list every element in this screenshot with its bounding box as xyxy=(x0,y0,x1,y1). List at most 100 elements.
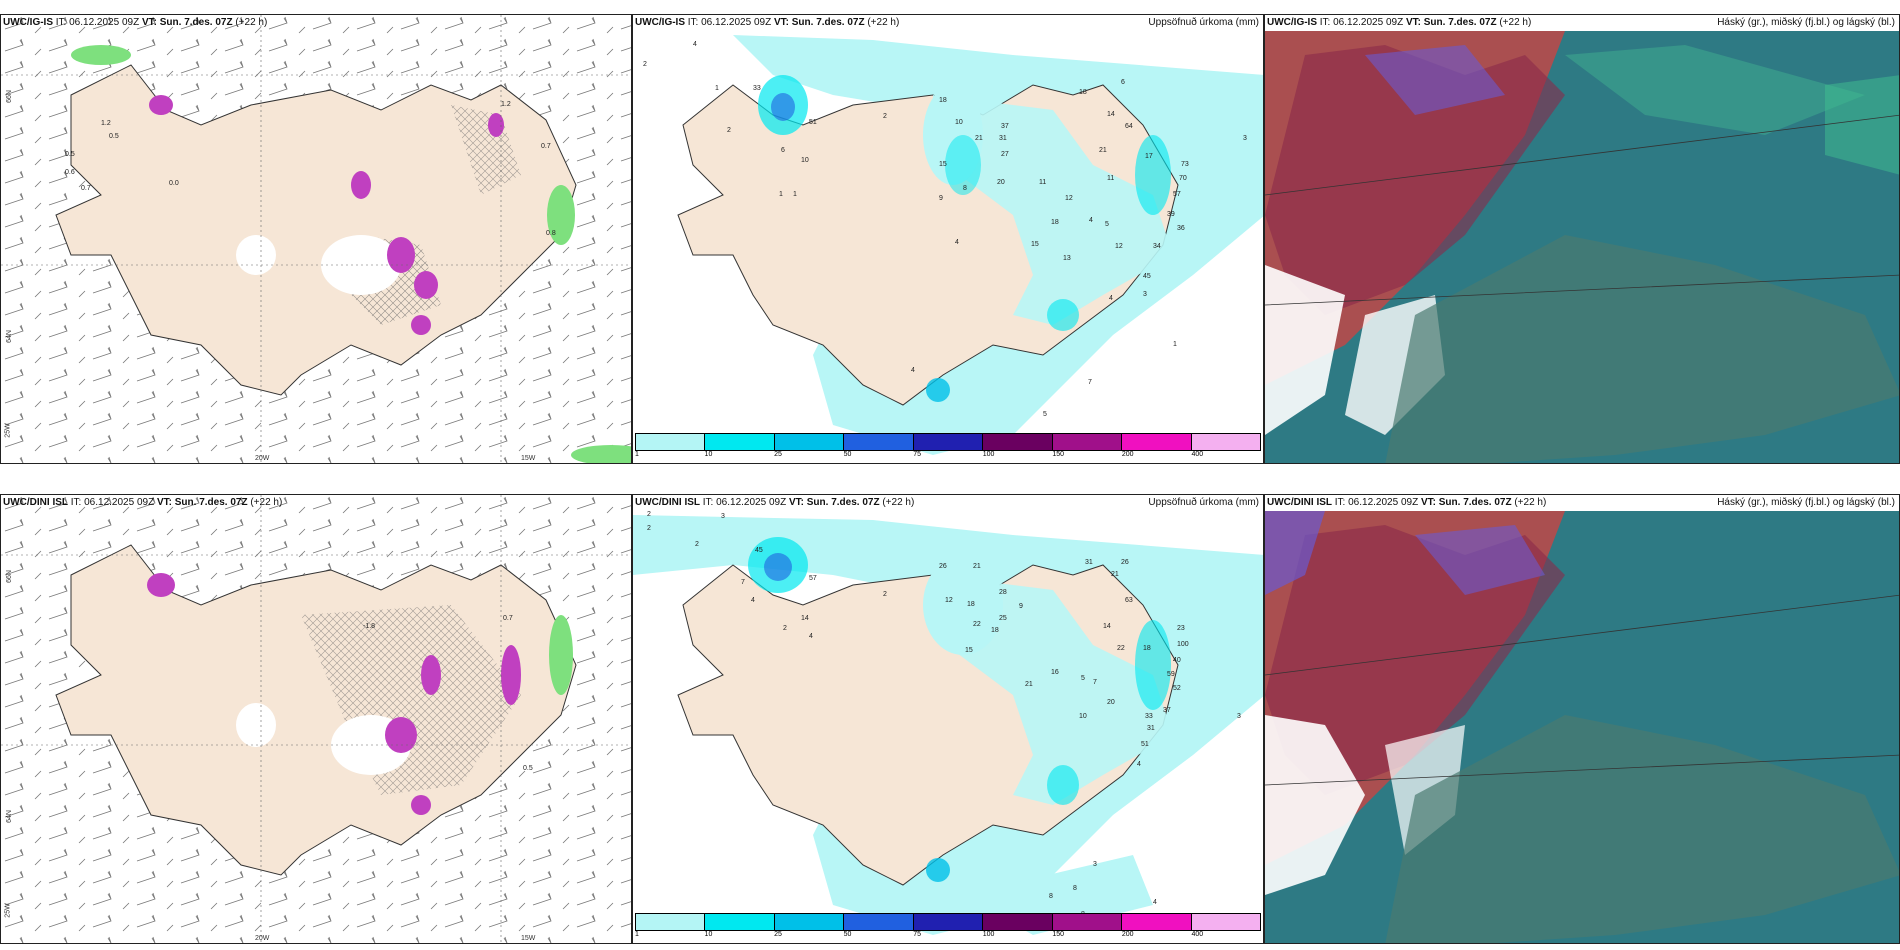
precip-label: 45 xyxy=(1143,273,1151,280)
precipitation-map xyxy=(633,515,1263,935)
precip-label: 21 xyxy=(1025,681,1033,688)
precip-label: 4 xyxy=(809,633,813,640)
legend-swatch xyxy=(844,914,914,930)
temp-label: 0.8 xyxy=(546,230,556,237)
precip-label: 3 xyxy=(1243,135,1247,142)
precip-label: 14 xyxy=(1107,111,1115,118)
precip-label: 4 xyxy=(751,597,755,604)
precip-label: 37 xyxy=(1001,123,1009,130)
legend-tick-label: 400 xyxy=(1191,451,1204,458)
precip-label: 51 xyxy=(1141,741,1149,748)
precip-label: 63 xyxy=(1125,597,1133,604)
precip-label: 8 xyxy=(1049,893,1053,900)
precip-legend: 1 10 25 50 75 100 150 200 400 xyxy=(635,433,1261,458)
panel-header: UWC/DINI ISL IT: 06.12.2025 09Z VT: Sun.… xyxy=(635,497,915,508)
precip-label: 39 xyxy=(1167,211,1175,218)
precip-label: 13 xyxy=(1063,255,1071,262)
precip-label: 40 xyxy=(1173,657,1181,664)
legend-swatch xyxy=(1052,434,1123,450)
panel-header: UWC/DINI ISL IT: 06.12.2025 09Z VT: Sun.… xyxy=(1267,497,1547,508)
panel-row1-temp: UWC/IG-IS IT: 06.12.2025 09Z VT: Sun. 7.… xyxy=(0,14,632,464)
precip-label: 9 xyxy=(1019,603,1023,610)
legend-tick-label: 200 xyxy=(1121,931,1134,938)
precip-label: 21 xyxy=(975,135,983,142)
precip-label: 23 xyxy=(1177,625,1185,632)
precip-label: 1 xyxy=(1173,341,1177,348)
precip-label: 20 xyxy=(997,179,1005,186)
precip-label: 21 xyxy=(1111,571,1119,578)
precip-label: 7 xyxy=(741,579,745,586)
legend-tick-label: 50 xyxy=(843,451,852,458)
precip-label: 2 xyxy=(727,127,731,134)
legend-swatch xyxy=(636,434,706,450)
precip-label: 9 xyxy=(939,195,943,202)
precip-label: 11 xyxy=(1107,175,1115,182)
lon-label: 20W xyxy=(255,935,270,942)
precip-label: 3 xyxy=(1093,861,1097,868)
cloud-cover-map xyxy=(1265,511,1899,943)
legend-tick-label: 400 xyxy=(1191,931,1204,938)
precip-label: 1 xyxy=(779,191,783,198)
legend-swatch xyxy=(1122,434,1192,450)
panel-header: UWC/IG-IS IT: 06.12.2025 09Z VT: Sun. 7.… xyxy=(1267,17,1532,28)
precip-label: 36 xyxy=(1177,225,1185,232)
precip-label: 26 xyxy=(939,563,947,570)
legend-swatch xyxy=(844,434,914,450)
cloud-cover-map xyxy=(1265,31,1899,463)
legend-swatch xyxy=(705,434,775,450)
lat-label: 64N xyxy=(5,330,13,343)
panel-row2-cloud: UWC/DINI ISL IT: 06.12.2025 09Z VT: Sun.… xyxy=(1264,494,1900,944)
cloud-title: Háský (gr.), miðský (fj.bl.) og lágský (… xyxy=(1717,17,1895,28)
precip-label: 8 xyxy=(1073,885,1077,892)
panel-header: UWC/DINI ISL IT: 06.12.2025 09Z VT: Sun.… xyxy=(3,497,283,508)
precip-label: 16 xyxy=(1051,669,1059,676)
precip-label: 1 xyxy=(715,85,719,92)
precip-label: 15 xyxy=(965,647,973,654)
precip-label: 10 xyxy=(955,119,963,126)
precip-title: Uppsöfnuð úrkoma (mm) xyxy=(1148,17,1259,28)
precip-label: 2 xyxy=(883,591,887,598)
precip-label: 2 xyxy=(883,113,887,120)
legend-tick-label: 150 xyxy=(1052,931,1065,938)
legend-swatch xyxy=(636,914,706,930)
legend-swatch xyxy=(913,434,984,450)
lon-label: 15W xyxy=(521,455,536,462)
precip-label: 3 xyxy=(721,513,725,520)
temp-label: 0.5 xyxy=(523,765,533,772)
precip-label: 27 xyxy=(1001,151,1009,158)
precip-title: Uppsöfnuð úrkoma (mm) xyxy=(1148,497,1259,508)
precip-label: 6 xyxy=(781,147,785,154)
precip-label: 10 xyxy=(801,157,809,164)
legend-swatch xyxy=(1122,914,1192,930)
precip-label: 15 xyxy=(1031,241,1039,248)
precip-label: 2 xyxy=(695,541,699,548)
legend-swatch xyxy=(774,914,845,930)
precip-label: 3 xyxy=(1237,713,1241,720)
precip-label: 7 xyxy=(1093,679,1097,686)
precip-label: 51 xyxy=(809,119,817,126)
precip-label: 4 xyxy=(693,41,697,48)
legend-tick-label: 100 xyxy=(982,451,995,458)
precipitation-map xyxy=(677,35,1263,455)
precip-label: 10 xyxy=(1079,713,1087,720)
panel-header: UWC/IG-IS IT: 06.12.2025 09Z VT: Sun. 7.… xyxy=(635,17,900,28)
precip-label: 64 xyxy=(1125,123,1133,130)
precip-label: 57 xyxy=(1173,191,1181,198)
precip-label: 26 xyxy=(1121,559,1129,566)
temp-label: 0.0 xyxy=(169,180,179,187)
legend-tick-label: 25 xyxy=(774,451,782,458)
temp-label: 0.7 xyxy=(541,143,551,150)
precip-label: 15 xyxy=(939,161,947,168)
lat-label: 66N xyxy=(5,570,13,583)
precip-legend: 1 10 25 50 75 100 150 200 400 xyxy=(635,913,1261,938)
precip-label: 4 xyxy=(1109,295,1113,302)
precip-label: 4 xyxy=(1137,761,1141,768)
lat-label: 25W xyxy=(4,903,12,918)
temp-label: 1.2 xyxy=(101,120,111,127)
legend-swatch xyxy=(1191,434,1260,450)
legend-tick-label: 75 xyxy=(913,931,922,938)
temperature-wind-map xyxy=(1,15,631,463)
precip-label: 73 xyxy=(1181,161,1189,168)
legend-swatch xyxy=(983,434,1053,450)
temperature-wind-map xyxy=(1,495,631,943)
